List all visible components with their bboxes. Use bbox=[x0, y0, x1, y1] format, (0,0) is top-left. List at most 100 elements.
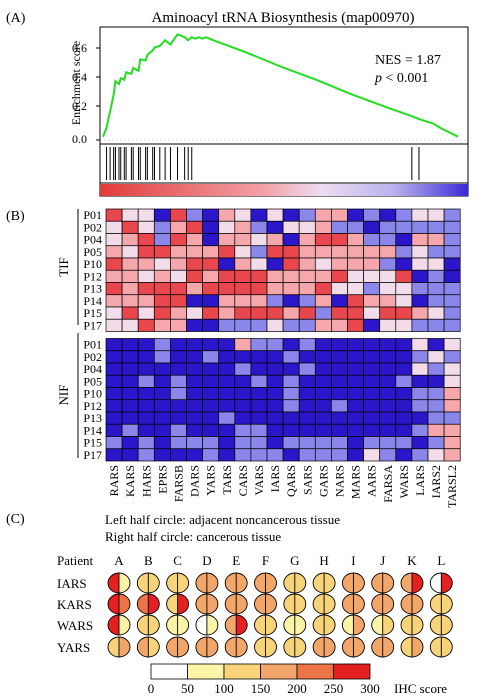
heatmap-cell bbox=[331, 208, 348, 222]
heatmap-cell bbox=[250, 423, 268, 437]
heatmap-cell bbox=[266, 294, 284, 308]
heatmap-cell bbox=[186, 245, 203, 259]
heatmap-cell bbox=[331, 374, 348, 388]
ihc-score-scale: 0 50 100 150 200 250 300 bbox=[148, 663, 380, 696]
heatmap-cell bbox=[202, 208, 220, 222]
heatmap-cell bbox=[137, 387, 155, 401]
heatmap-cell bbox=[105, 257, 123, 271]
heatmap-cell bbox=[363, 399, 381, 413]
heatmap-cell bbox=[266, 318, 284, 332]
heatmap-cell bbox=[298, 350, 316, 364]
patient-letter: H bbox=[319, 553, 328, 568]
left-half-circle bbox=[108, 637, 119, 657]
heatmap-cell bbox=[427, 436, 445, 450]
heatmap-cell bbox=[234, 208, 252, 222]
right-half-circle bbox=[119, 594, 130, 614]
scale-swatch bbox=[223, 663, 261, 680]
heatmap-cell bbox=[395, 350, 413, 364]
panel-a-title: Aminoacyl tRNA Biosynthesis (map00970) bbox=[152, 10, 415, 26]
heatmap-cell bbox=[137, 233, 155, 247]
heatmap-cell bbox=[266, 436, 284, 450]
heatmap-cell bbox=[170, 423, 187, 437]
panel-b: (B) P01P02P04P05P10P12P13P14P15P17P01P02… bbox=[6, 208, 461, 508]
patient-letter: K bbox=[407, 553, 417, 568]
heatmap-cell bbox=[266, 233, 284, 247]
heatmap-cell bbox=[105, 387, 123, 401]
heatmap-cell bbox=[298, 318, 316, 332]
left-half-circle bbox=[283, 637, 295, 657]
patient-row-label: P14 bbox=[83, 423, 102, 437]
heatmap-cell bbox=[250, 387, 268, 401]
right-half-circle bbox=[177, 637, 189, 657]
heatmap-cell bbox=[121, 436, 139, 450]
nif-group-label: NIF bbox=[56, 385, 71, 406]
heatmap-cell bbox=[363, 436, 381, 450]
heatmap-cell bbox=[266, 208, 284, 222]
heatmap-cell bbox=[427, 294, 445, 308]
heatmap-cell bbox=[427, 208, 445, 222]
heatmap-cell bbox=[266, 448, 284, 462]
heatmap-cell bbox=[347, 387, 364, 401]
heatmap-cell bbox=[379, 436, 397, 450]
heatmap-cell bbox=[427, 374, 445, 388]
heatmap-cell bbox=[379, 411, 397, 425]
patient-row-label: P17 bbox=[83, 318, 102, 332]
gene-column-label: KARS bbox=[123, 465, 137, 497]
heatmap-cell bbox=[250, 374, 268, 388]
heatmap-cell bbox=[202, 436, 220, 450]
p-value-label: p < 0.001 bbox=[374, 71, 428, 86]
left-half-circle bbox=[313, 573, 325, 593]
heatmap-cell bbox=[411, 350, 429, 364]
heatmap-cell bbox=[411, 338, 429, 352]
patient-letter: I bbox=[351, 553, 355, 568]
right-half-circle bbox=[294, 637, 306, 657]
left-half-circle bbox=[137, 615, 149, 635]
heatmap-cell bbox=[331, 257, 348, 271]
heatmap-cell bbox=[137, 338, 155, 352]
heatmap-cell bbox=[137, 362, 155, 376]
heatmap-cell bbox=[298, 374, 316, 388]
heatmap-cell bbox=[427, 448, 445, 462]
heatmap-cell bbox=[121, 306, 139, 320]
heatmap-cell bbox=[443, 208, 461, 222]
heatmap-cell bbox=[298, 269, 316, 283]
heatmap-cell bbox=[363, 318, 381, 332]
heatmap-cell bbox=[443, 423, 461, 437]
right-half-circle bbox=[294, 594, 306, 614]
heatmap-cell bbox=[186, 387, 203, 401]
heatmap-cell bbox=[314, 350, 332, 364]
heatmap-cell bbox=[170, 269, 187, 283]
heatmap-cell bbox=[218, 436, 236, 450]
left-half-circle bbox=[254, 573, 266, 593]
right-half-circle bbox=[119, 615, 130, 635]
heatmap-cell bbox=[314, 208, 332, 222]
heatmap-cell bbox=[331, 399, 348, 413]
heatmap-cell bbox=[331, 318, 348, 332]
heatmap-cell bbox=[186, 399, 203, 413]
heatmap-cell bbox=[314, 423, 332, 437]
heatmap-cell bbox=[218, 282, 236, 296]
right-half-circle bbox=[324, 594, 336, 614]
right-half-circle bbox=[353, 573, 365, 593]
left-half-circle bbox=[108, 573, 119, 593]
heatmap-cell bbox=[282, 448, 300, 462]
heatmap-cell bbox=[186, 318, 203, 332]
heatmap-cell bbox=[105, 233, 123, 247]
heatmap-cell bbox=[153, 294, 171, 308]
heatmap-cell bbox=[137, 318, 155, 332]
heatmap-cell bbox=[137, 294, 155, 308]
heatmap-cell bbox=[411, 436, 429, 450]
heatmap-cell bbox=[121, 220, 139, 234]
heatmap-cell bbox=[186, 338, 203, 352]
scale-swatch bbox=[260, 663, 298, 680]
heatmap-cell bbox=[395, 411, 413, 425]
heatmap-cell bbox=[266, 269, 284, 283]
heatmap-cell bbox=[105, 245, 123, 259]
heatmap-cell bbox=[121, 338, 139, 352]
heatmap-cell bbox=[395, 269, 413, 283]
heatmap-cell bbox=[395, 423, 413, 437]
heatmap-cell bbox=[427, 282, 445, 296]
scale-tick-label: 200 bbox=[287, 681, 307, 696]
heatmap-cell bbox=[202, 269, 220, 283]
heatmap-cell bbox=[314, 282, 332, 296]
